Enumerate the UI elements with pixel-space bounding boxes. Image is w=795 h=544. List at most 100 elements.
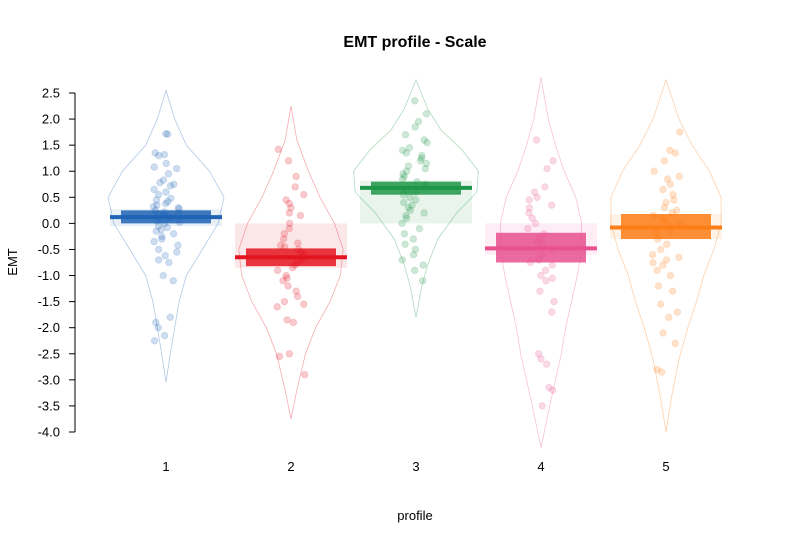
data-point (294, 239, 302, 248)
chart-title: EMT profile - Scale (343, 34, 486, 51)
y-tick-label: -1.5 (38, 294, 60, 309)
data-point (402, 149, 411, 157)
data-point (398, 175, 407, 183)
violin-4 (500, 77, 582, 448)
data-point (648, 250, 657, 259)
data-point (153, 201, 161, 209)
data-point (408, 201, 416, 209)
group-5 (610, 78, 722, 433)
data-point (285, 219, 294, 228)
data-point (654, 282, 663, 290)
data-point (158, 232, 166, 241)
data-point (536, 287, 544, 295)
data-point (421, 164, 430, 173)
data-point (279, 235, 288, 243)
data-point (413, 177, 421, 186)
data-point (423, 138, 431, 147)
x-tick-label: 1 (162, 459, 169, 474)
data-point (282, 271, 290, 280)
data-point (150, 336, 159, 345)
data-point (661, 216, 669, 225)
data-point (409, 250, 418, 259)
violin-3 (353, 78, 479, 318)
data-point (157, 225, 166, 234)
data-point (534, 349, 543, 358)
group-3 (353, 78, 479, 318)
data-point (150, 163, 158, 171)
data-point (668, 209, 677, 217)
x-axis-ticks: 1 2 3 4 5 (162, 459, 669, 474)
data-point (175, 218, 184, 227)
data-point (653, 266, 661, 275)
data-point (169, 276, 178, 285)
data-point (275, 352, 284, 361)
data-point (284, 157, 293, 165)
data-point (161, 129, 170, 138)
y-tick-label: -1.0 (38, 268, 60, 283)
data-point (159, 176, 168, 184)
data-point (671, 149, 680, 157)
data-point (662, 198, 670, 207)
data-point (273, 303, 281, 311)
data-point (164, 170, 173, 178)
data-point (660, 157, 669, 165)
data-point (402, 211, 410, 220)
data-point (675, 172, 684, 181)
data-point (525, 203, 534, 212)
data-point (174, 241, 182, 250)
data-point (166, 313, 175, 322)
data-point (541, 266, 550, 275)
data-point (282, 196, 290, 204)
data-point (675, 253, 683, 262)
y-tick-label: 2.0 (42, 112, 60, 127)
data-point (657, 245, 665, 254)
data-point (548, 261, 556, 269)
data-point (659, 185, 667, 194)
data-point (666, 180, 675, 189)
data-point (160, 219, 169, 228)
data-point (404, 162, 413, 170)
y-tick-label: -2.0 (38, 320, 60, 335)
data-point (299, 300, 308, 309)
data-point (653, 235, 662, 243)
y-axis-label: EMT (5, 248, 20, 276)
data-point (280, 243, 289, 251)
data-point (401, 240, 409, 249)
data-point (160, 150, 169, 159)
y-tick-label: -3.5 (38, 398, 60, 413)
data-point (524, 224, 532, 233)
data-point (660, 203, 669, 212)
data-point (672, 206, 681, 215)
data-point (656, 300, 665, 309)
data-point (399, 190, 408, 199)
data-point (274, 145, 283, 154)
data-point (673, 308, 682, 316)
data-point (165, 258, 173, 267)
data-point (653, 365, 661, 374)
data-point (163, 130, 172, 139)
data-point (422, 159, 431, 168)
data-point (284, 282, 292, 290)
data-point (528, 214, 537, 222)
data-point (152, 196, 161, 204)
data-point (296, 211, 305, 220)
data-point (162, 159, 170, 168)
data-point (287, 203, 295, 212)
data-point (172, 164, 181, 173)
data-point (151, 149, 160, 157)
data-point (649, 211, 658, 220)
data-point (402, 167, 411, 176)
data-point (665, 146, 674, 155)
y-tick-label: -4.0 (38, 425, 60, 440)
x-tick-label: 4 (537, 459, 544, 474)
data-point (292, 172, 300, 181)
data-point (402, 214, 411, 222)
data-point (154, 190, 163, 199)
data-point (409, 235, 418, 243)
data-point (174, 203, 183, 212)
data-point (149, 202, 158, 211)
data-point (154, 256, 163, 264)
data-point (283, 316, 291, 324)
data-point (411, 196, 420, 204)
